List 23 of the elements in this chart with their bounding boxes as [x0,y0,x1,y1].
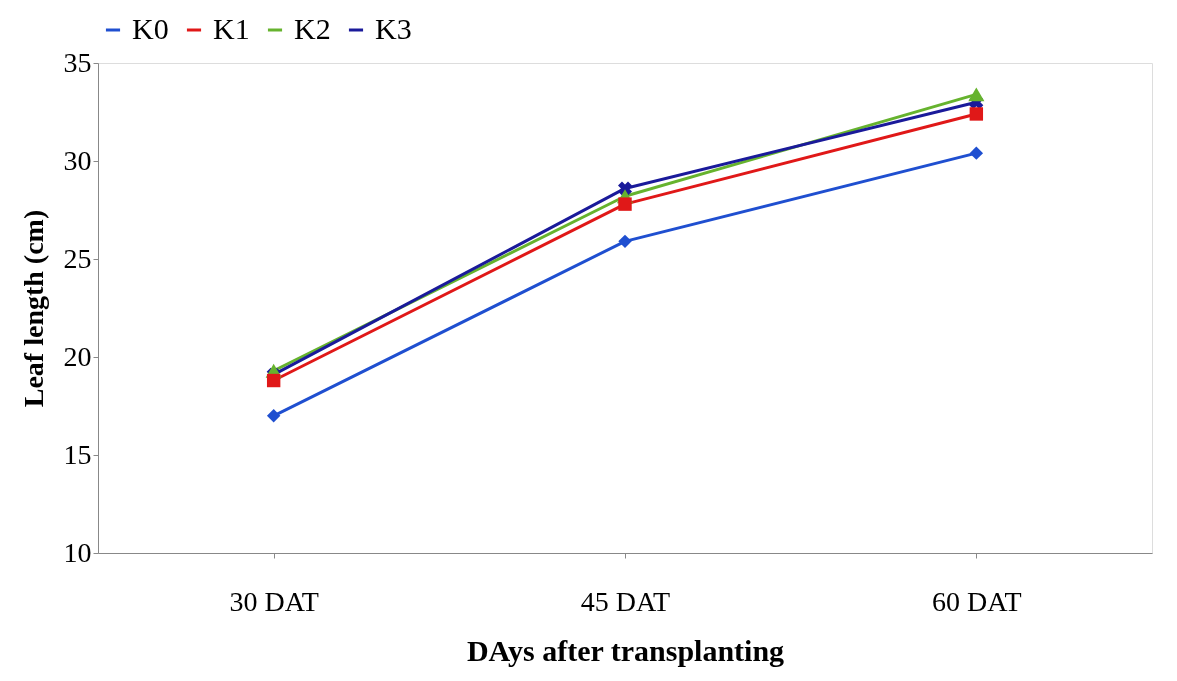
y-tick-label: 15 [63,438,92,470]
y-tick-label: 10 [63,536,92,568]
legend-label: K2 [294,12,331,45]
point [618,181,632,196]
x-tick-label: 45 DAT [580,585,671,617]
y-tick-label: 25 [63,242,92,274]
point [969,107,984,121]
point [968,87,985,102]
x-tick-label: 60 DAT [932,585,1022,617]
legend-label: K0 [132,12,169,45]
y-tick-label: 20 [63,340,92,372]
y-tick-label: 30 [63,144,92,176]
point [618,197,632,211]
point [969,146,984,160]
point [266,409,281,423]
legend-label: K1 [213,12,250,45]
y-axis-title: Leaf length (cm) [17,209,49,408]
x-tick-label: 30 DAT [229,585,319,617]
point [618,234,632,249]
point [266,373,281,388]
x-axis-title: DAys after transplanting [466,633,785,667]
legend-label: K3 [375,12,412,45]
y-tick-label: 35 [63,46,92,78]
